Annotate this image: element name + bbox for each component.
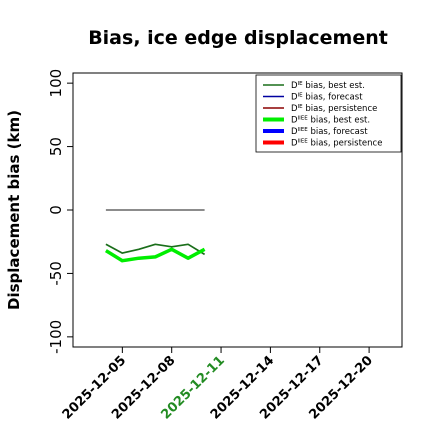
legend-entry: DIIEE bias, persistence bbox=[291, 139, 382, 149]
legend-box bbox=[255, 74, 402, 153]
legend-entry: DIIEE bias, forecast bbox=[291, 127, 368, 137]
legend-entry: DIE bias, forecast bbox=[291, 93, 363, 103]
chart-title: Bias, ice edge displacement bbox=[88, 27, 388, 49]
series-group bbox=[104, 209, 206, 263]
series-line bbox=[105, 243, 206, 256]
y-axis-label: Displacement bias (km) bbox=[5, 110, 23, 310]
y-tick-label: 50 bbox=[47, 137, 65, 156]
series-line bbox=[104, 247, 206, 263]
legend-entry: DIE bias, persistence bbox=[291, 104, 377, 114]
legend-entry: DIIEE bias, best est. bbox=[291, 116, 370, 126]
y-tick-label: -50 bbox=[47, 261, 65, 286]
y-axis: -100 -50 0 50 100 bbox=[47, 69, 73, 354]
y-tick-label: -100 bbox=[47, 320, 65, 354]
legend-entry: DIE bias, best est. bbox=[291, 81, 365, 91]
x-axis: 2025-12-052025-12-082025-12-112025-12-14… bbox=[60, 347, 376, 423]
y-tick-label: 0 bbox=[47, 205, 65, 215]
y-tick-label: 100 bbox=[47, 69, 65, 98]
legend: DIE bias, best est. DIE bias, forecastDIE… bbox=[255, 74, 402, 153]
